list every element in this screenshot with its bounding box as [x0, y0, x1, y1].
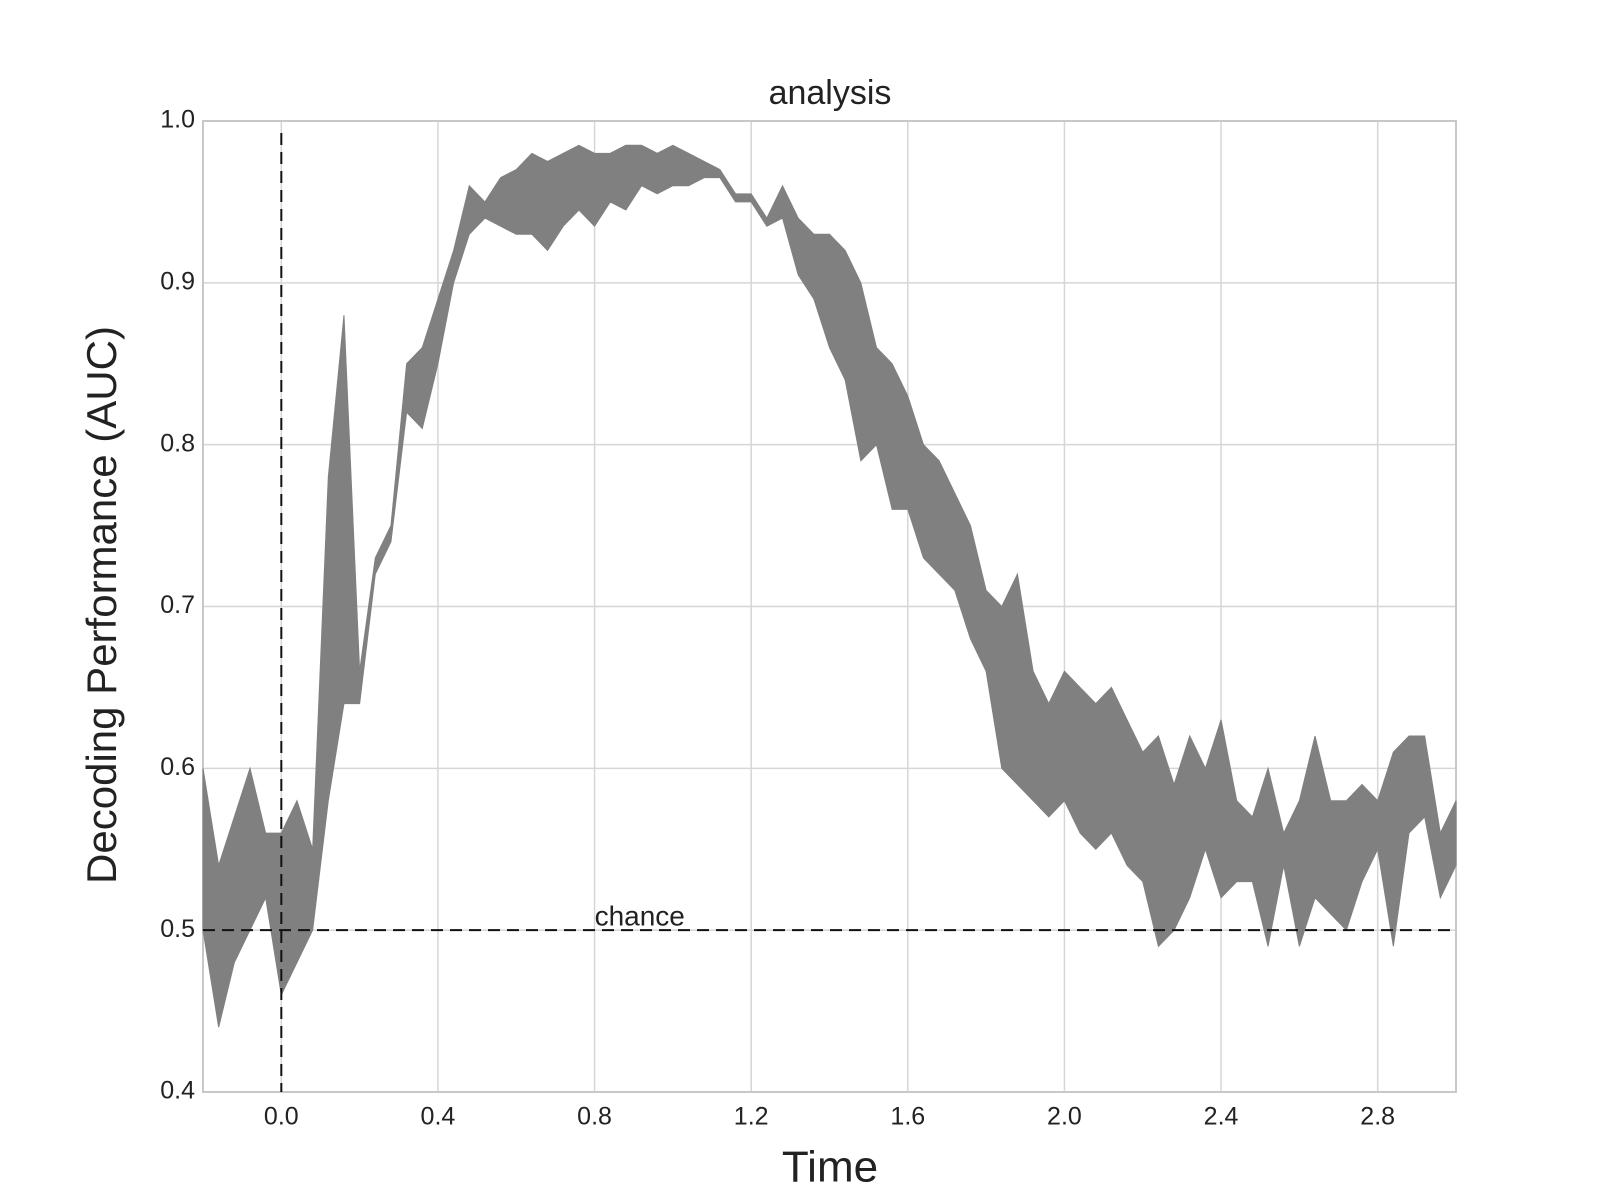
- y-tick-label: 0.8: [160, 429, 195, 457]
- x-tick-label: 1.2: [734, 1103, 769, 1131]
- y-tick-label: 1.0: [160, 106, 195, 134]
- y-tick-label: 0.6: [160, 753, 195, 781]
- y-axis-label: Decoding Performance (AUC): [78, 326, 125, 884]
- y-tick-label: 0.4: [160, 1077, 195, 1105]
- x-tick-label: 0.0: [264, 1103, 299, 1131]
- x-tick-label: 2.8: [1360, 1103, 1395, 1131]
- x-tick-label: 0.8: [577, 1103, 612, 1131]
- x-tick-label: 1.6: [890, 1103, 925, 1131]
- x-tick-label: 0.4: [421, 1103, 456, 1131]
- y-tick-label: 0.5: [160, 915, 195, 943]
- chance-label: chance: [595, 901, 685, 932]
- x-axis-label: Time: [782, 1143, 878, 1192]
- plot-frame: [202, 120, 1457, 1093]
- confidence-band: [202, 144, 1457, 1028]
- x-tick-label: 2.0: [1047, 1103, 1082, 1131]
- y-tick-label: 0.9: [160, 267, 195, 295]
- x-tick-label: 2.4: [1204, 1103, 1239, 1131]
- y-tick-label: 0.7: [160, 591, 195, 619]
- chart-title: analysis: [769, 74, 892, 112]
